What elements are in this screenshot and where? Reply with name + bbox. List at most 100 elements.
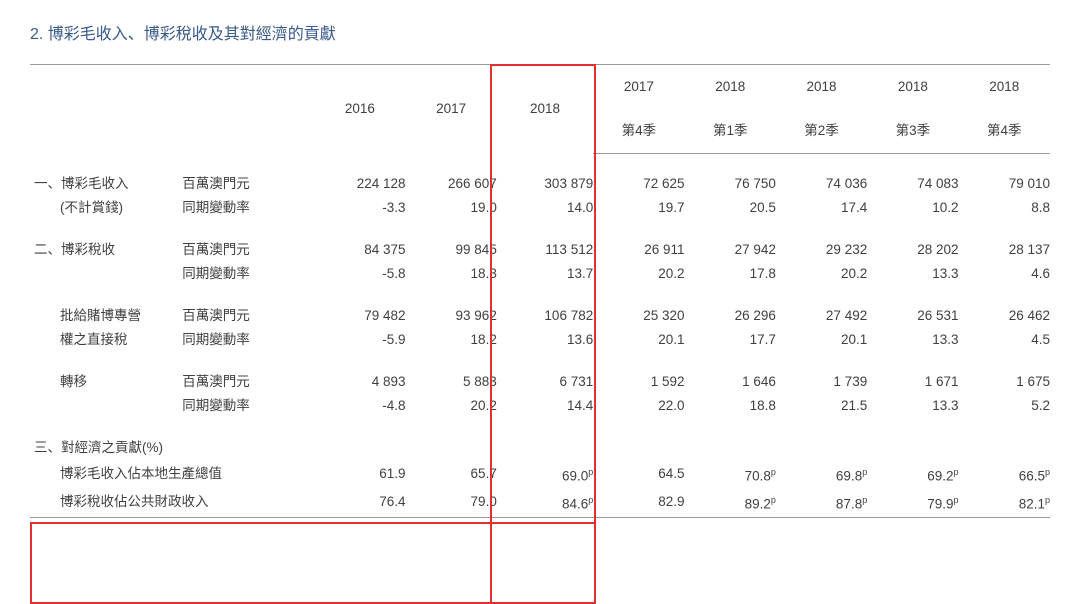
- cell: 14.4: [497, 394, 593, 418]
- cell: 8.8: [959, 196, 1050, 220]
- cell: 76 750: [685, 172, 776, 196]
- cell: 19.7: [593, 196, 684, 220]
- table-row: 一、博彩毛收入 百萬澳門元 224 128 266 607 303 879 72…: [30, 172, 1050, 196]
- cell: 1 739: [776, 370, 867, 394]
- cell: 13.3: [867, 328, 958, 352]
- table-row: 二、博彩稅收 百萬澳門元 84 375 99 845 113 512 26 91…: [30, 238, 1050, 262]
- cell: 224 128: [314, 172, 405, 196]
- cell: 84 375: [314, 238, 405, 262]
- cell: 22.0: [593, 394, 684, 418]
- table-row: 三、對經濟之貢獻(%): [30, 436, 1050, 460]
- cell: 26 911: [593, 238, 684, 262]
- cell-p: 69.0p: [497, 460, 593, 489]
- row-label: 一、博彩毛收入: [30, 172, 182, 196]
- header-2018q3-y: 2018: [867, 65, 958, 110]
- cell-p: 84.6p: [497, 488, 593, 517]
- cell: 20.1: [776, 328, 867, 352]
- cell: 82.9: [593, 488, 684, 517]
- unit-label: 同期變動率: [182, 394, 314, 418]
- cell-p: 79.9p: [867, 488, 958, 517]
- cell: 21.5: [776, 394, 867, 418]
- table-row: (不計賞錢) 同期變動率 -3.3 19.0 14.0 19.7 20.5 17…: [30, 196, 1050, 220]
- cell: 28 137: [959, 238, 1050, 262]
- row-label: (不計賞錢): [30, 196, 182, 220]
- cell: 20.2: [593, 262, 684, 286]
- table-row: 同期變動率 -5.8 18.3 13.7 20.2 17.8 20.2 13.3…: [30, 262, 1050, 286]
- cell: 17.4: [776, 196, 867, 220]
- cell: 93 962: [406, 304, 497, 328]
- cell: 303 879: [497, 172, 593, 196]
- cell: 20.2: [406, 394, 497, 418]
- unit-label: 百萬澳門元: [182, 304, 314, 328]
- cell: 28 202: [867, 238, 958, 262]
- cell: 64.5: [593, 460, 684, 489]
- cell: 18.3: [406, 262, 497, 286]
- cell: 1 646: [685, 370, 776, 394]
- cell: 99 845: [406, 238, 497, 262]
- table-row: 權之直接稅 同期變動率 -5.9 18.2 13.6 20.1 17.7 20.…: [30, 328, 1050, 352]
- cell: 17.7: [685, 328, 776, 352]
- cell: 72 625: [593, 172, 684, 196]
- cell: 10.2: [867, 196, 958, 220]
- data-table: 2016 2017 2018 2017 2018 2018 2018 2018 …: [30, 64, 1050, 518]
- table-row: 批給賭博專營 百萬澳門元 79 482 93 962 106 782 25 32…: [30, 304, 1050, 328]
- unit-label: 同期變動率: [182, 262, 314, 286]
- cell-p: 87.8p: [776, 488, 867, 517]
- cell: 79 010: [959, 172, 1050, 196]
- cell: -3.3: [314, 196, 405, 220]
- cell: 20.5: [685, 196, 776, 220]
- cell: 79.0: [406, 488, 497, 517]
- cell: 61.9: [314, 460, 405, 489]
- cell: 27 942: [685, 238, 776, 262]
- cell: 18.8: [685, 394, 776, 418]
- row-label: 博彩稅收佔公共財政收入: [30, 488, 314, 517]
- cell-p: 89.2p: [685, 488, 776, 517]
- cell: 27 492: [776, 304, 867, 328]
- cell: 13.3: [867, 394, 958, 418]
- header-2017: 2017: [406, 65, 497, 154]
- row-label: 轉移: [30, 370, 182, 394]
- header-2018q1-q: 第1季: [685, 109, 776, 154]
- cell: 20.1: [593, 328, 684, 352]
- table-row: 同期變動率 -4.8 20.2 14.4 22.0 18.8 21.5 13.3…: [30, 394, 1050, 418]
- cell: 5 883: [406, 370, 497, 394]
- unit-label: 百萬澳門元: [182, 370, 314, 394]
- cell-p: 70.8p: [685, 460, 776, 489]
- table-row: 博彩稅收佔公共財政收入 76.4 79.0 84.6p 82.9 89.2p 8…: [30, 488, 1050, 517]
- cell: 14.0: [497, 196, 593, 220]
- table-row: 博彩毛收入佔本地生產總值 61.9 65.7 69.0p 64.5 70.8p …: [30, 460, 1050, 489]
- cell-p: 82.1p: [959, 488, 1050, 517]
- cell: 26 462: [959, 304, 1050, 328]
- cell-p: 69.8p: [776, 460, 867, 489]
- cell: 5.2: [959, 394, 1050, 418]
- cell: -5.8: [314, 262, 405, 286]
- cell: 19.0: [406, 196, 497, 220]
- cell: 1 592: [593, 370, 684, 394]
- table-container: 2016 2017 2018 2017 2018 2018 2018 2018 …: [30, 64, 1050, 518]
- header-2017q4-q: 第4季: [593, 109, 684, 154]
- row-label: 博彩毛收入佔本地生產總值: [30, 460, 314, 489]
- cell: 113 512: [497, 238, 593, 262]
- row-label: 批給賭博專營: [30, 304, 182, 328]
- unit-label: 百萬澳門元: [182, 172, 314, 196]
- row-label: 二、博彩稅收: [30, 238, 182, 262]
- cell: 4.6: [959, 262, 1050, 286]
- cell: 18.2: [406, 328, 497, 352]
- header-2018q2-q: 第2季: [776, 109, 867, 154]
- header-2018q1-y: 2018: [685, 65, 776, 110]
- cell-p: 69.2p: [867, 460, 958, 489]
- cell: 79 482: [314, 304, 405, 328]
- header-2018q4-y: 2018: [959, 65, 1050, 110]
- cell: 65.7: [406, 460, 497, 489]
- cell: 26 531: [867, 304, 958, 328]
- header-2018q3-q: 第3季: [867, 109, 958, 154]
- cell: 76.4: [314, 488, 405, 517]
- cell: 17.8: [685, 262, 776, 286]
- row-label: 權之直接稅: [30, 328, 182, 352]
- header-2018q4-q: 第4季: [959, 109, 1050, 154]
- table-row: 轉移 百萬澳門元 4 893 5 883 6 731 1 592 1 646 1…: [30, 370, 1050, 394]
- cell: 13.3: [867, 262, 958, 286]
- cell: 13.7: [497, 262, 593, 286]
- cell: 266 607: [406, 172, 497, 196]
- row-label: 三、對經濟之貢獻(%): [30, 436, 314, 460]
